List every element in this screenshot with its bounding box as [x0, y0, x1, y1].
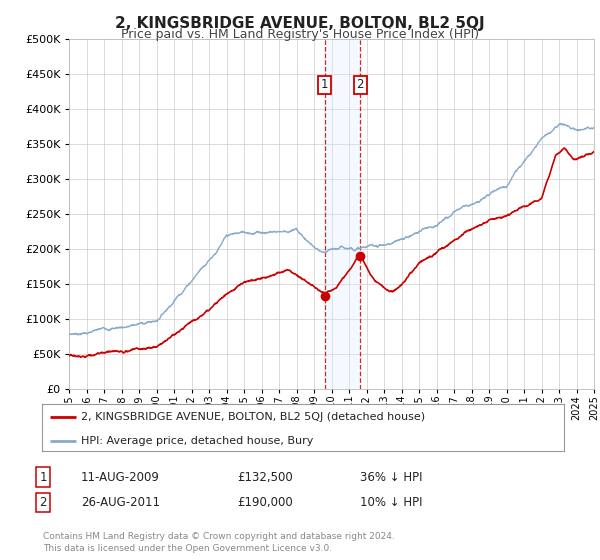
Text: Price paid vs. HM Land Registry's House Price Index (HPI): Price paid vs. HM Land Registry's House … — [121, 28, 479, 41]
Bar — [325, 39, 361, 389]
Text: 36% ↓ HPI: 36% ↓ HPI — [360, 470, 422, 484]
Text: HPI: Average price, detached house, Bury: HPI: Average price, detached house, Bury — [81, 436, 314, 446]
Text: 2: 2 — [40, 496, 47, 509]
Text: £132,500: £132,500 — [237, 470, 293, 484]
Text: This data is licensed under the Open Government Licence v3.0.: This data is licensed under the Open Gov… — [43, 544, 332, 553]
Text: £190,000: £190,000 — [237, 496, 293, 509]
Text: 2, KINGSBRIDGE AVENUE, BOLTON, BL2 5QJ (detached house): 2, KINGSBRIDGE AVENUE, BOLTON, BL2 5QJ (… — [81, 412, 425, 422]
Text: 1: 1 — [321, 78, 329, 91]
Text: 10% ↓ HPI: 10% ↓ HPI — [360, 496, 422, 509]
Text: 2, KINGSBRIDGE AVENUE, BOLTON, BL2 5QJ: 2, KINGSBRIDGE AVENUE, BOLTON, BL2 5QJ — [115, 16, 485, 31]
Text: Contains HM Land Registry data © Crown copyright and database right 2024.: Contains HM Land Registry data © Crown c… — [43, 532, 395, 541]
Text: 26-AUG-2011: 26-AUG-2011 — [81, 496, 160, 509]
Text: 2: 2 — [356, 78, 364, 91]
Text: 11-AUG-2009: 11-AUG-2009 — [81, 470, 160, 484]
Text: 1: 1 — [40, 470, 47, 484]
